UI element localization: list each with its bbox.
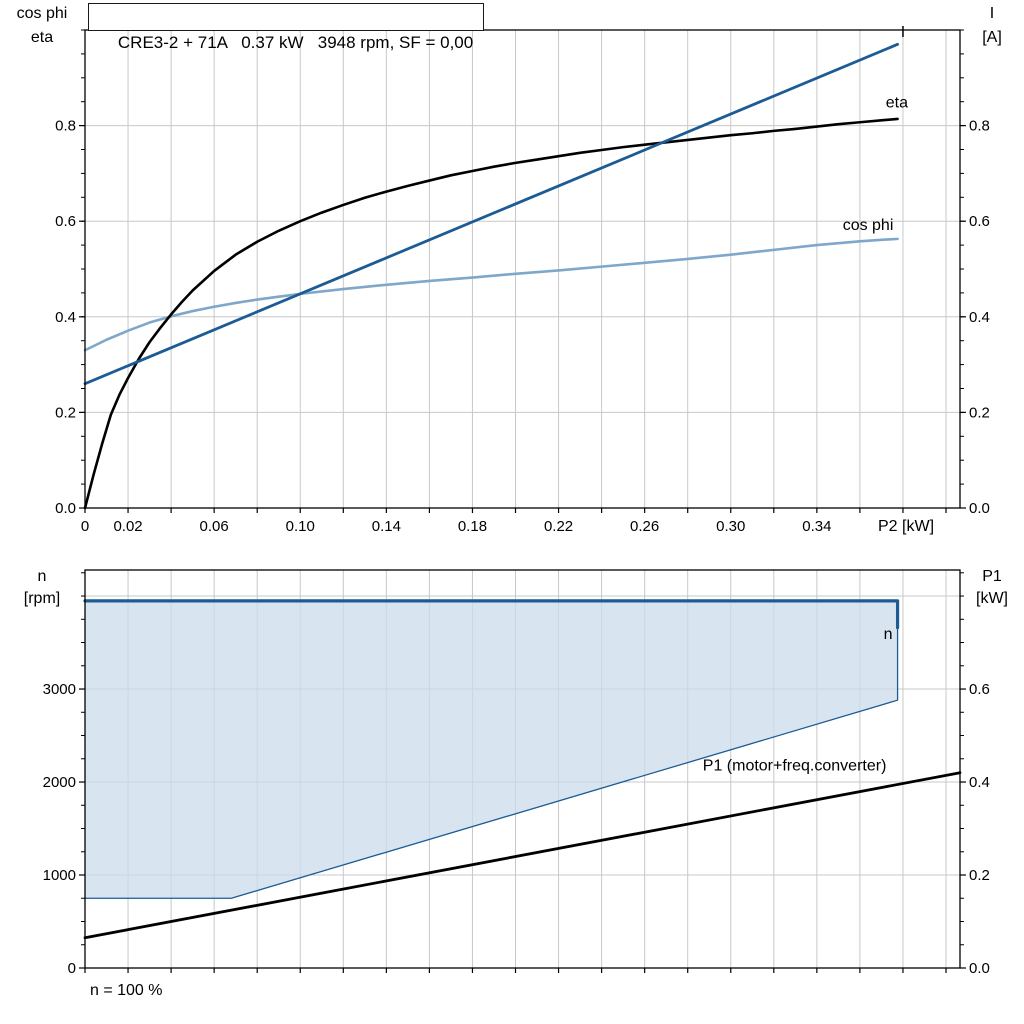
series-n-line bbox=[83, 599, 900, 630]
gridlines-motor-curves bbox=[85, 30, 960, 508]
chart-title-box: CRE3-2 + 71A 0.37 kW 3948 rpm, SF = 0,00 bbox=[88, 3, 485, 52]
ticks-speed-power bbox=[79, 572, 966, 973]
svg-text:0.2: 0.2 bbox=[969, 867, 990, 884]
svg-text:0.6: 0.6 bbox=[55, 213, 76, 230]
ticks-motor-curves bbox=[79, 29, 966, 513]
svg-text:0.4: 0.4 bbox=[969, 774, 990, 791]
svg-text:0.22: 0.22 bbox=[544, 518, 573, 535]
svg-text:0.8: 0.8 bbox=[969, 118, 990, 135]
svg-text:0.02: 0.02 bbox=[113, 518, 142, 535]
svg-text:0.6: 0.6 bbox=[969, 213, 990, 230]
svg-text:0.26: 0.26 bbox=[630, 518, 659, 535]
series-eta-line bbox=[83, 117, 899, 510]
svg-text:0.34: 0.34 bbox=[802, 518, 831, 535]
y-right-title-speed-power: [kW] bbox=[976, 590, 1008, 607]
chart-speed-power: 0 1000 2000 3000 0.0 0.2 0.4 0.6 n [rpm] P1 [kW] n P1… bbox=[24, 568, 1008, 977]
curve-label-cos-phi: cos phi bbox=[843, 217, 894, 234]
x-axis-label-motor-curves: P2 [kW] bbox=[878, 518, 934, 535]
axis-titles-speed-power: n [rpm] P1 [kW] bbox=[24, 568, 1008, 607]
svg-text:0.8: 0.8 bbox=[55, 118, 76, 135]
svg-text:1000: 1000 bbox=[43, 867, 76, 884]
curve-label-p1-motor-freq-converter: P1 (motor+freq.converter) bbox=[703, 757, 887, 774]
svg-text:0.10: 0.10 bbox=[286, 518, 315, 535]
plot-border-speed-power bbox=[84, 569, 961, 969]
svg-text:0: 0 bbox=[68, 960, 76, 977]
axis-titles-motor-curves: cos phi eta I [A] bbox=[17, 5, 1002, 46]
speed-percent-note: n = 100 % bbox=[90, 982, 163, 999]
speed-operating-envelope bbox=[85, 600, 898, 899]
curve-label-eta: eta bbox=[886, 94, 908, 111]
svg-text:0.18: 0.18 bbox=[458, 518, 487, 535]
y-right-title-speed-power: P1 bbox=[982, 568, 1002, 585]
svg-text:2000: 2000 bbox=[43, 774, 76, 791]
chart-title: CRE3-2 + 71A 0.37 kW 3948 rpm, SF = 0,00 bbox=[117, 33, 474, 52]
svg-text:0.06: 0.06 bbox=[200, 518, 229, 535]
svg-text:0.6: 0.6 bbox=[969, 681, 990, 698]
svg-text:0.0: 0.0 bbox=[969, 500, 990, 517]
curve-label-n: n bbox=[884, 626, 893, 643]
svg-text:0.14: 0.14 bbox=[372, 518, 401, 535]
tick-labels-motor-curves: 0 0.02 0.06 0.10 0.14 0.18 0.22 0.26 0.30 0.34 0.0… bbox=[55, 118, 990, 535]
y-left-title-speed-power: [rpm] bbox=[24, 590, 60, 607]
series-cos-phi-line bbox=[83, 237, 899, 352]
curve-label-i: I bbox=[901, 24, 905, 41]
svg-text:0.0: 0.0 bbox=[969, 960, 990, 977]
series-i-line bbox=[83, 42, 899, 386]
svg-text:0.30: 0.30 bbox=[716, 518, 745, 535]
series-n-min-boundary-line bbox=[84, 600, 899, 899]
svg-text:0.4: 0.4 bbox=[55, 309, 76, 326]
svg-text:0.2: 0.2 bbox=[55, 404, 76, 421]
y-left-title-speed-power: n bbox=[38, 568, 47, 585]
series-p1-motor-freq-converter-line bbox=[83, 771, 962, 940]
svg-text:3000: 3000 bbox=[43, 681, 76, 698]
y-right-title-motor-curves: I bbox=[990, 5, 994, 22]
y-right-title-motor-curves: [A] bbox=[982, 29, 1002, 46]
y-left-title-motor-curves: cos phi bbox=[17, 5, 68, 22]
svg-text:0.2: 0.2 bbox=[969, 404, 990, 421]
chart-motor-curves: 0 0.02 0.06 0.10 0.14 0.18 0.22 0.26 0.30 0.34 0.0… bbox=[17, 5, 1002, 535]
svg-text:0.0: 0.0 bbox=[55, 500, 76, 517]
svg-text:0: 0 bbox=[81, 518, 89, 535]
tick-labels-speed-power: 0 1000 2000 3000 0.0 0.2 0.4 0.6 bbox=[43, 681, 990, 977]
svg-text:0.4: 0.4 bbox=[969, 309, 990, 326]
y-left-title-motor-curves: eta bbox=[31, 29, 53, 46]
